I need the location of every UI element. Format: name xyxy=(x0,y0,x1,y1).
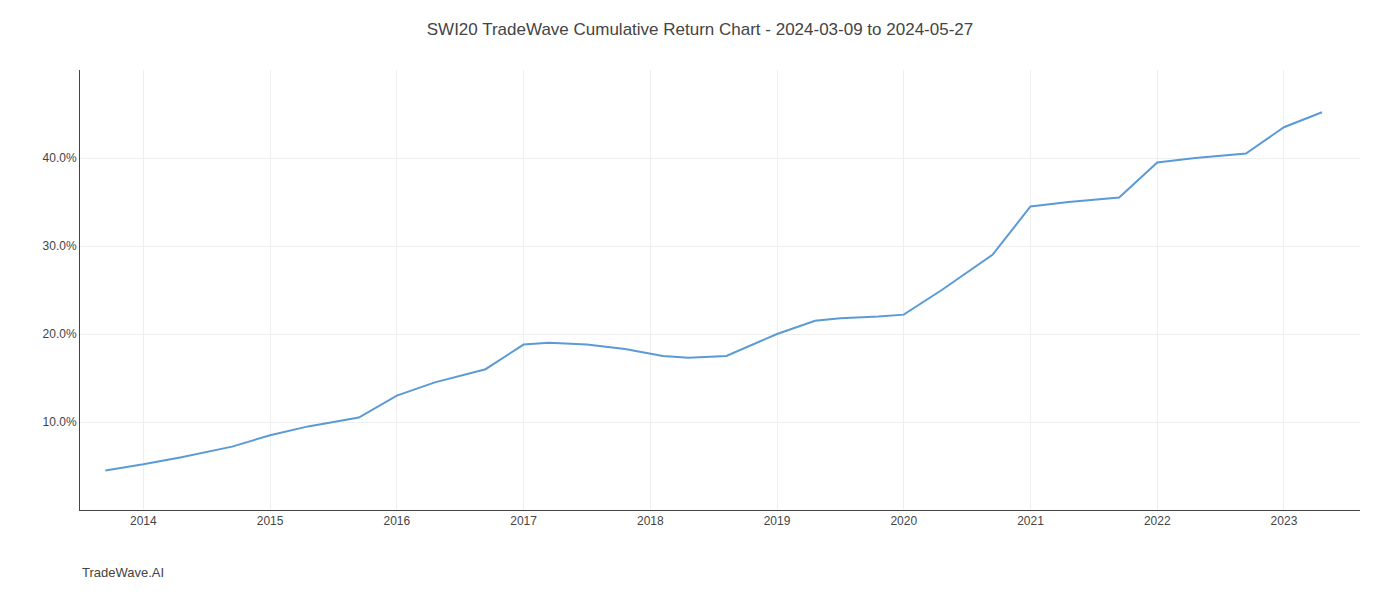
svg-text:2023: 2023 xyxy=(1271,514,1298,528)
svg-text:2019: 2019 xyxy=(764,514,791,528)
svg-text:2018: 2018 xyxy=(637,514,664,528)
svg-text:SWI20 TradeWave Cumulative Ret: SWI20 TradeWave Cumulative Return Chart … xyxy=(427,20,973,39)
svg-text:20.0%: 20.0% xyxy=(43,327,77,341)
svg-text:2015: 2015 xyxy=(257,514,284,528)
svg-text:10.0%: 10.0% xyxy=(43,415,77,429)
svg-text:40.0%: 40.0% xyxy=(43,151,77,165)
svg-text:30.0%: 30.0% xyxy=(43,239,77,253)
svg-text:2017: 2017 xyxy=(510,514,537,528)
svg-text:2016: 2016 xyxy=(383,514,410,528)
svg-text:TradeWave.AI: TradeWave.AI xyxy=(82,565,164,580)
svg-text:2021: 2021 xyxy=(1017,514,1044,528)
svg-text:2014: 2014 xyxy=(130,514,157,528)
svg-text:2020: 2020 xyxy=(890,514,917,528)
svg-text:2022: 2022 xyxy=(1144,514,1171,528)
